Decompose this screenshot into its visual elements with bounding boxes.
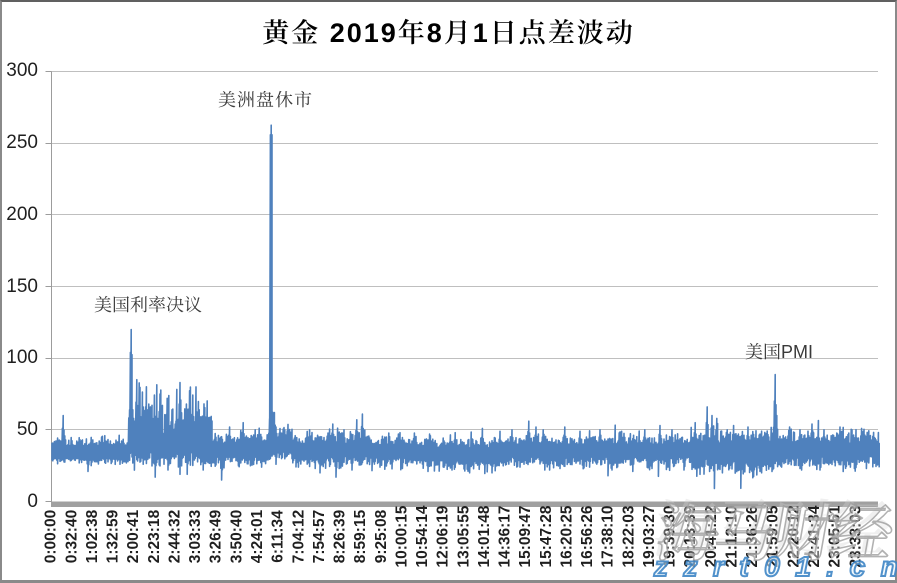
svg-text:3:50:40: 3:50:40: [228, 510, 245, 563]
svg-text:23:33:03: 23:33:03: [847, 505, 864, 567]
svg-text:20:13:39: 20:13:39: [682, 505, 699, 567]
svg-text:15:09:47: 15:09:47: [517, 505, 534, 567]
svg-text:2:44:32: 2:44:32: [167, 510, 184, 563]
svg-text:7:04:12: 7:04:12: [290, 510, 307, 563]
svg-text:10:00:15: 10:00:15: [393, 505, 410, 567]
svg-text:8:26:39: 8:26:39: [332, 509, 349, 563]
svg-text:0:00:00: 0:00:00: [43, 510, 60, 563]
svg-text:6:11:34: 6:11:34: [270, 510, 287, 563]
svg-text:9:25:08: 9:25:08: [373, 509, 390, 563]
svg-text:3:03:33: 3:03:33: [187, 509, 204, 563]
svg-text:13:05:55: 13:05:55: [455, 505, 472, 567]
svg-text:21:36:26: 21:36:26: [744, 505, 761, 567]
svg-text:10:54:14: 10:54:14: [414, 505, 431, 567]
svg-text:8:59:15: 8:59:15: [352, 509, 369, 563]
svg-text:2:00:41: 2:00:41: [125, 509, 142, 563]
svg-text:15:47:28: 15:47:28: [538, 505, 555, 567]
svg-text:7:54:57: 7:54:57: [311, 510, 328, 563]
svg-text:20:41:22: 20:41:22: [703, 505, 720, 567]
svg-text:16:56:26: 16:56:26: [579, 505, 596, 567]
svg-text:1:02:38: 1:02:38: [84, 509, 101, 563]
svg-text:1:32:59: 1:32:59: [105, 509, 122, 563]
svg-text:19:03:27: 19:03:27: [641, 505, 658, 567]
svg-text:22:20:12: 22:20:12: [785, 505, 802, 567]
svg-text:23:05:51: 23:05:51: [827, 505, 844, 567]
svg-text:2:23:18: 2:23:18: [146, 509, 163, 563]
svg-text:19:39:30: 19:39:30: [662, 505, 679, 567]
svg-text:22:41:34: 22:41:34: [806, 505, 823, 567]
svg-text:14:36:17: 14:36:17: [497, 505, 514, 567]
svg-text:0:32:40: 0:32:40: [63, 510, 80, 563]
svg-text:12:06:19: 12:06:19: [435, 505, 452, 567]
svg-text:21:12:10: 21:12:10: [724, 505, 741, 567]
svg-text:3:26:49: 3:26:49: [208, 509, 225, 563]
svg-text:21:59:05: 21:59:05: [765, 505, 782, 567]
svg-text:16:20:25: 16:20:25: [559, 505, 576, 567]
svg-text:4:24:01: 4:24:01: [249, 509, 266, 563]
svg-text:17:38:10: 17:38:10: [600, 505, 617, 567]
svg-text:18:22:03: 18:22:03: [620, 505, 637, 567]
svg-text:14:01:48: 14:01:48: [476, 505, 493, 567]
